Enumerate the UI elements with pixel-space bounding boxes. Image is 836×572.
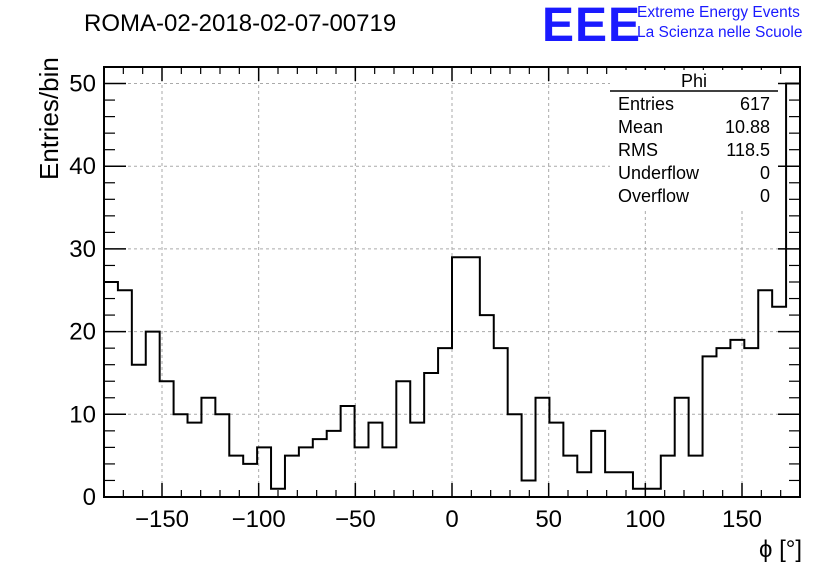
y-tick-label: 0 bbox=[83, 484, 96, 511]
y-tick-label: 40 bbox=[69, 153, 96, 180]
stats-box-bg bbox=[610, 70, 778, 210]
y-tick-label: 10 bbox=[69, 401, 96, 428]
x-tick-label: 150 bbox=[722, 506, 762, 533]
axis-ticks bbox=[103, 66, 801, 498]
y-tick-label: 50 bbox=[69, 71, 96, 98]
histogram-line bbox=[103, 82, 801, 497]
stats-box: Phi Entries 617 Mean 10.88 RMS 118.5 Underflow 0… bbox=[610, 70, 778, 210]
stats-row-label: RMS bbox=[618, 140, 658, 160]
logo-line-2: La Scienza nelle Scuole bbox=[637, 24, 803, 41]
y-tick-label: 20 bbox=[69, 319, 96, 346]
x-tick-label: −100 bbox=[232, 506, 286, 533]
x-tick-label: −150 bbox=[135, 506, 189, 533]
stats-row-value: 0 bbox=[760, 186, 770, 206]
eee-logo: EEE bbox=[542, 0, 642, 52]
logo-line-1: Extreme Energy Events bbox=[637, 4, 800, 21]
x-tick-label: 100 bbox=[625, 506, 665, 533]
stats-row-label: Overflow bbox=[618, 186, 690, 206]
chart-title: ROMA-02-2018-02-07-00719 bbox=[84, 10, 397, 37]
stats-row-value: 118.5 bbox=[726, 140, 770, 160]
stats-row-label: Entries bbox=[618, 94, 674, 114]
stats-name: Phi bbox=[681, 71, 707, 91]
y-axis-label: Entries/bin bbox=[2, 57, 64, 210]
y-tick-label: 30 bbox=[69, 236, 96, 263]
stats-row-value: 0 bbox=[760, 163, 770, 183]
x-axis-label: ϕ [°] bbox=[758, 536, 802, 563]
x-tick-label: 0 bbox=[445, 506, 458, 533]
stats-row-label: Underflow bbox=[618, 163, 700, 183]
y-axis-label-text: Entries/bin bbox=[34, 57, 64, 180]
stats-row-value: 10.88 bbox=[725, 117, 770, 137]
x-tick-label: −50 bbox=[335, 506, 376, 533]
axis-tick-labels: −150 −100 −50 0 50 100 150 0 10 20 30 40 50 bbox=[69, 71, 762, 533]
x-tick-label: 50 bbox=[535, 506, 562, 533]
stats-row-value: 617 bbox=[740, 94, 770, 114]
eee-logo-text: Extreme Energy Events La Scienza nelle S… bbox=[637, 3, 802, 43]
stats-row-label: Mean bbox=[618, 117, 663, 137]
